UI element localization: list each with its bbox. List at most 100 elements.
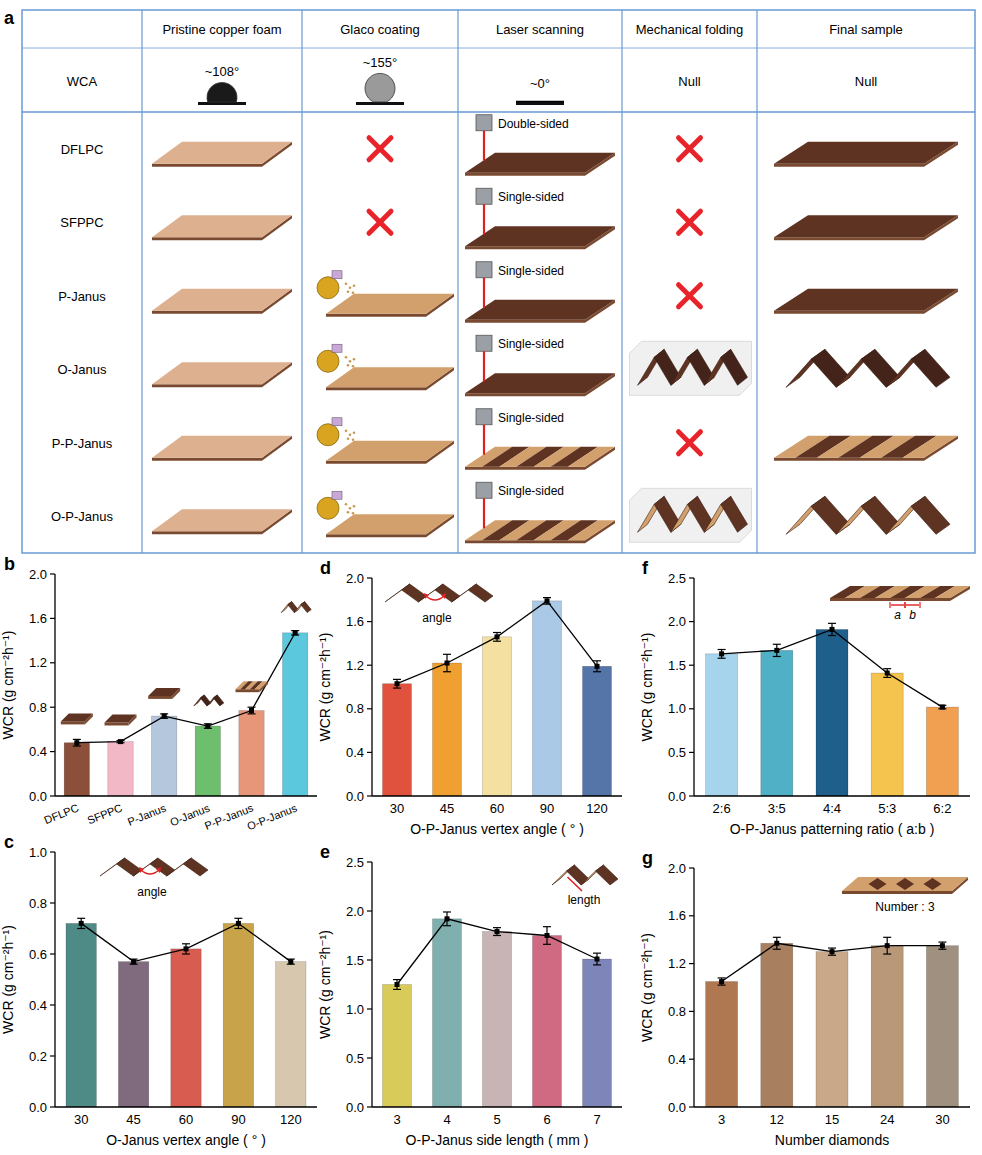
x-axis [372,1106,622,1107]
marks [383,912,612,1107]
error-bar [77,918,85,928]
shape [61,713,93,721]
panel-letter: e [320,842,330,862]
row-label: DFLPC [61,142,104,157]
error-cap [73,739,81,740]
error-cap [493,632,501,633]
y-tick-label: 2.0 [668,614,686,629]
error-cap [248,713,256,714]
error-cap [443,911,451,912]
marker [940,705,945,710]
y-tick-label: 0.5 [668,745,686,760]
droplet [207,82,237,102]
x-tick-label: SFPPC [85,802,124,827]
bar [108,742,133,796]
spray-bottle [317,424,339,446]
annotation: a [894,608,901,622]
wca-label: ~108° [205,64,239,79]
marker [118,739,123,744]
spray-dot [353,284,356,287]
shape [152,458,262,461]
y-tick-label: 0.0 [29,789,47,804]
marker [545,933,550,938]
cross [679,138,701,160]
shape [774,142,958,164]
y-tick [689,577,694,578]
y-axis [54,574,55,796]
x-tick-label: 90 [540,801,554,816]
error-bar [248,707,256,714]
shape [465,153,615,173]
error-bar [291,631,299,635]
x-tick-label: 30 [390,801,404,816]
error-cap [234,918,242,919]
y-axis [693,578,694,796]
bar [276,962,306,1107]
y-tick-label: 0.0 [346,789,364,804]
shape [105,723,129,726]
bar [433,663,462,796]
x-tick-label: 60 [490,801,504,816]
bar [433,919,462,1107]
laser-head [476,115,492,131]
error-cap [443,671,451,672]
x-axis-title: O-Janus vertex angle ( ° ) [106,1132,266,1148]
x-tick-label: 2:6 [713,801,731,816]
laser-head [476,335,492,351]
shape [152,384,262,387]
y-tick-label: 2.0 [346,571,364,586]
error-cap [718,977,726,978]
error-cap [393,687,401,688]
inset: angle [100,858,208,899]
spray-nozzle [332,344,342,352]
error-bar [593,953,601,965]
table-rule [457,10,458,553]
y-tick-label: 0.4 [29,744,47,759]
marker [79,921,84,926]
shape [830,598,950,601]
shape [465,300,615,320]
angle-arc [426,596,444,600]
shape [465,467,585,470]
y-tick [367,1057,372,1058]
shape [326,441,454,461]
wca-label: Null [855,74,878,89]
spray-dot [347,437,350,440]
y-tick [689,963,694,964]
y-tick-label: 2.0 [346,904,364,919]
x-tick-label: 3:5 [768,801,786,816]
x-tick-label: 6:2 [933,801,951,816]
row-label: O-P-Janus [51,509,114,524]
error-cap [443,925,451,926]
substrate [516,102,564,105]
y-tick-label: 0.4 [29,998,47,1013]
bar [152,716,177,796]
shape [774,237,924,240]
spray-dot [349,360,352,363]
error-cap [718,985,726,986]
shape [842,891,952,894]
bar [66,923,96,1107]
y-axis [693,868,694,1107]
y-axis-title: WCR (g cm⁻²h⁻¹) [0,925,16,1034]
y-tick [50,573,55,574]
marks [706,937,959,1107]
column-head: Glaco coating [340,22,420,37]
y-tick-label: 0.5 [346,1051,364,1066]
x-tick-label: 5 [493,1112,500,1127]
chart-b: 0.00.40.81.21.62.0DFLPCSFPPCP-JanusO-Jan… [0,554,317,832]
trend-line [397,601,597,684]
y-axis [371,578,372,796]
laser-beam [483,131,485,161]
width-arrow [904,602,905,608]
marker [288,959,293,964]
spray-dot [349,507,352,510]
error-cap [718,649,726,650]
y-tick-label: 0.8 [29,896,47,911]
shape [152,215,292,237]
error-cap [393,989,401,990]
chart-e: 0.00.51.01.52.02.534567O-P-Janus side le… [317,842,622,1148]
column-head: Final sample [829,22,903,37]
column-head: Mechanical folding [636,22,744,37]
bar [816,629,848,796]
